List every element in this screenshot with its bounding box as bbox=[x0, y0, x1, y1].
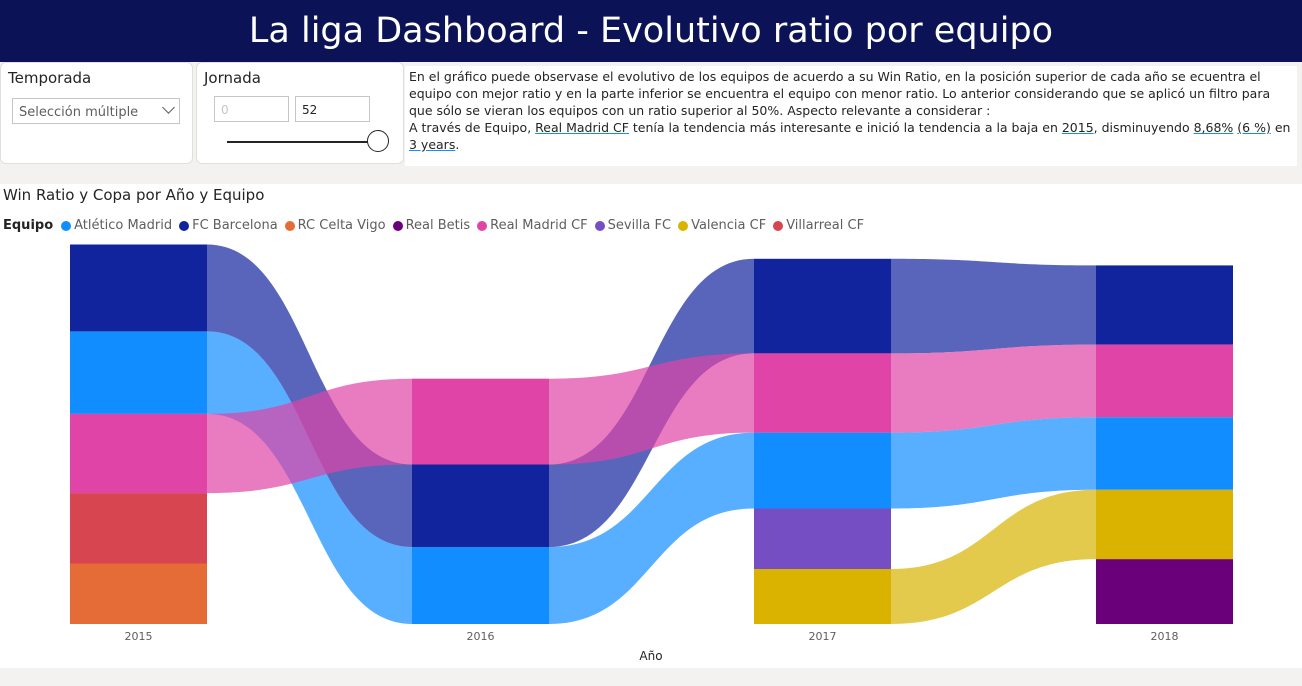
temporada-slicer: Temporada Selección múltiple bbox=[0, 62, 193, 164]
jornada-max-input[interactable]: 52 bbox=[295, 96, 370, 122]
legend-marker bbox=[61, 220, 72, 231]
bar-segment[interactable] bbox=[70, 493, 207, 564]
legend-marker bbox=[179, 220, 190, 231]
legend-marker bbox=[392, 220, 403, 231]
narrative-link-team[interactable]: Real Madrid CF bbox=[535, 120, 629, 135]
bar-segment[interactable] bbox=[1096, 559, 1233, 624]
bar-segment[interactable] bbox=[754, 258, 891, 354]
legend-label: Real Betis bbox=[405, 218, 471, 233]
x-tick-label: 2015 bbox=[125, 630, 153, 643]
narrative-link-years[interactable]: 3 years bbox=[409, 137, 456, 152]
bar-segment[interactable] bbox=[70, 244, 207, 332]
bar-segment[interactable] bbox=[1096, 344, 1233, 418]
legend-label: RC Celta Vigo bbox=[297, 218, 386, 233]
legend-marker bbox=[773, 220, 784, 231]
narrative-paragraph-2: A través de Equipo, Real Madrid CF tenía… bbox=[409, 120, 1291, 152]
legend-marker bbox=[594, 220, 605, 231]
smart-narrative: En el gráfico puede observase el evoluti… bbox=[405, 66, 1297, 166]
temporada-label: Temporada bbox=[8, 69, 92, 87]
jornada-min-input[interactable]: 0 bbox=[214, 96, 289, 122]
legend-item[interactable]: Valencia CF bbox=[678, 218, 766, 233]
bar-segment[interactable] bbox=[1096, 417, 1233, 490]
x-axis-label: Año bbox=[639, 649, 662, 663]
jornada-slider-handle[interactable] bbox=[367, 130, 389, 152]
bar-segment[interactable] bbox=[412, 378, 549, 465]
legend-marker bbox=[284, 220, 295, 231]
ribbon-real-madrid-cf[interactable] bbox=[891, 344, 1096, 433]
ribbon-atlético-madrid[interactable] bbox=[549, 432, 754, 624]
chevron-down-icon[interactable] bbox=[162, 101, 175, 114]
bar-segment[interactable] bbox=[412, 464, 549, 548]
ribbon-valencia-cf[interactable] bbox=[891, 489, 1096, 624]
temporada-value: Selección múltiple bbox=[19, 105, 139, 120]
ribbon-real-madrid-cf[interactable] bbox=[207, 378, 412, 494]
ribbon-fc-barcelona[interactable] bbox=[891, 258, 1096, 354]
legend-item[interactable]: Real Betis bbox=[392, 218, 471, 233]
bar-segment[interactable] bbox=[70, 563, 207, 625]
legend-label: Villarreal CF bbox=[786, 218, 865, 233]
bar-segment[interactable] bbox=[754, 508, 891, 570]
temporada-dropdown[interactable]: Selección múltiple bbox=[12, 98, 180, 124]
legend-label: Valencia CF bbox=[691, 218, 767, 233]
legend-marker bbox=[678, 220, 689, 231]
bar-segment[interactable] bbox=[1096, 489, 1233, 560]
ribbon-fc-barcelona[interactable] bbox=[207, 244, 412, 548]
legend-label: FC Barcelona bbox=[192, 218, 278, 233]
bar-segment[interactable] bbox=[412, 547, 549, 624]
ribbon-chart: 2015 2016 2017 2018 Año bbox=[70, 244, 1233, 663]
bar-segment[interactable] bbox=[754, 432, 891, 509]
jornada-slicer: Jornada 0 52 bbox=[196, 62, 404, 164]
narrative-link-year[interactable]: 2015 bbox=[1061, 120, 1094, 135]
legend-marker bbox=[477, 220, 488, 231]
chart-title: Win Ratio y Copa por Año y Equipo bbox=[3, 186, 265, 204]
bar-segment[interactable] bbox=[70, 331, 207, 414]
legend-item[interactable]: Sevilla FC bbox=[594, 218, 672, 233]
ribbon-chart-panel: Win Ratio y Copa por Año y Equipo Equipo… bbox=[0, 184, 1302, 668]
dashboard-header: La liga Dashboard - Evolutivo ratio por … bbox=[0, 0, 1302, 62]
bar-segment[interactable] bbox=[1096, 265, 1233, 345]
bar-segment[interactable] bbox=[754, 353, 891, 433]
x-tick-label: 2018 bbox=[1151, 630, 1179, 643]
ribbon-atlético-madrid[interactable] bbox=[891, 417, 1096, 509]
x-tick-label: 2016 bbox=[467, 630, 495, 643]
legend-item[interactable]: Real Madrid CF bbox=[477, 218, 588, 233]
page-title: La liga Dashboard - Evolutivo ratio por … bbox=[248, 11, 1054, 51]
narrative-link-pct[interactable]: 8,68% bbox=[1193, 120, 1234, 135]
jornada-slider-track[interactable] bbox=[227, 141, 379, 143]
chart-legend: Equipo Atlético Madrid FC Barcelona RC Cel… bbox=[3, 218, 871, 233]
legend-label: Real Madrid CF bbox=[490, 218, 588, 233]
ribbon-real-madrid-cf[interactable] bbox=[549, 353, 754, 465]
bar-segment[interactable] bbox=[754, 569, 891, 624]
narrative-paragraph-1: En el gráfico puede observase el evoluti… bbox=[409, 69, 1271, 118]
legend-item[interactable]: Atlético Madrid bbox=[61, 218, 172, 233]
legend-item[interactable]: FC Barcelona bbox=[179, 218, 278, 233]
bar-segment[interactable] bbox=[70, 413, 207, 494]
legend-item[interactable]: Villarreal CF bbox=[773, 218, 864, 233]
legend-title: Equipo bbox=[3, 218, 54, 233]
narrative-link-pct2[interactable]: (6 %) bbox=[1237, 120, 1271, 135]
x-tick-label: 2017 bbox=[809, 630, 837, 643]
legend-item[interactable]: RC Celta Vigo bbox=[284, 218, 386, 233]
legend-label: Atlético Madrid bbox=[74, 218, 173, 233]
legend-label: Sevilla FC bbox=[607, 218, 672, 233]
jornada-label: Jornada bbox=[204, 69, 261, 87]
